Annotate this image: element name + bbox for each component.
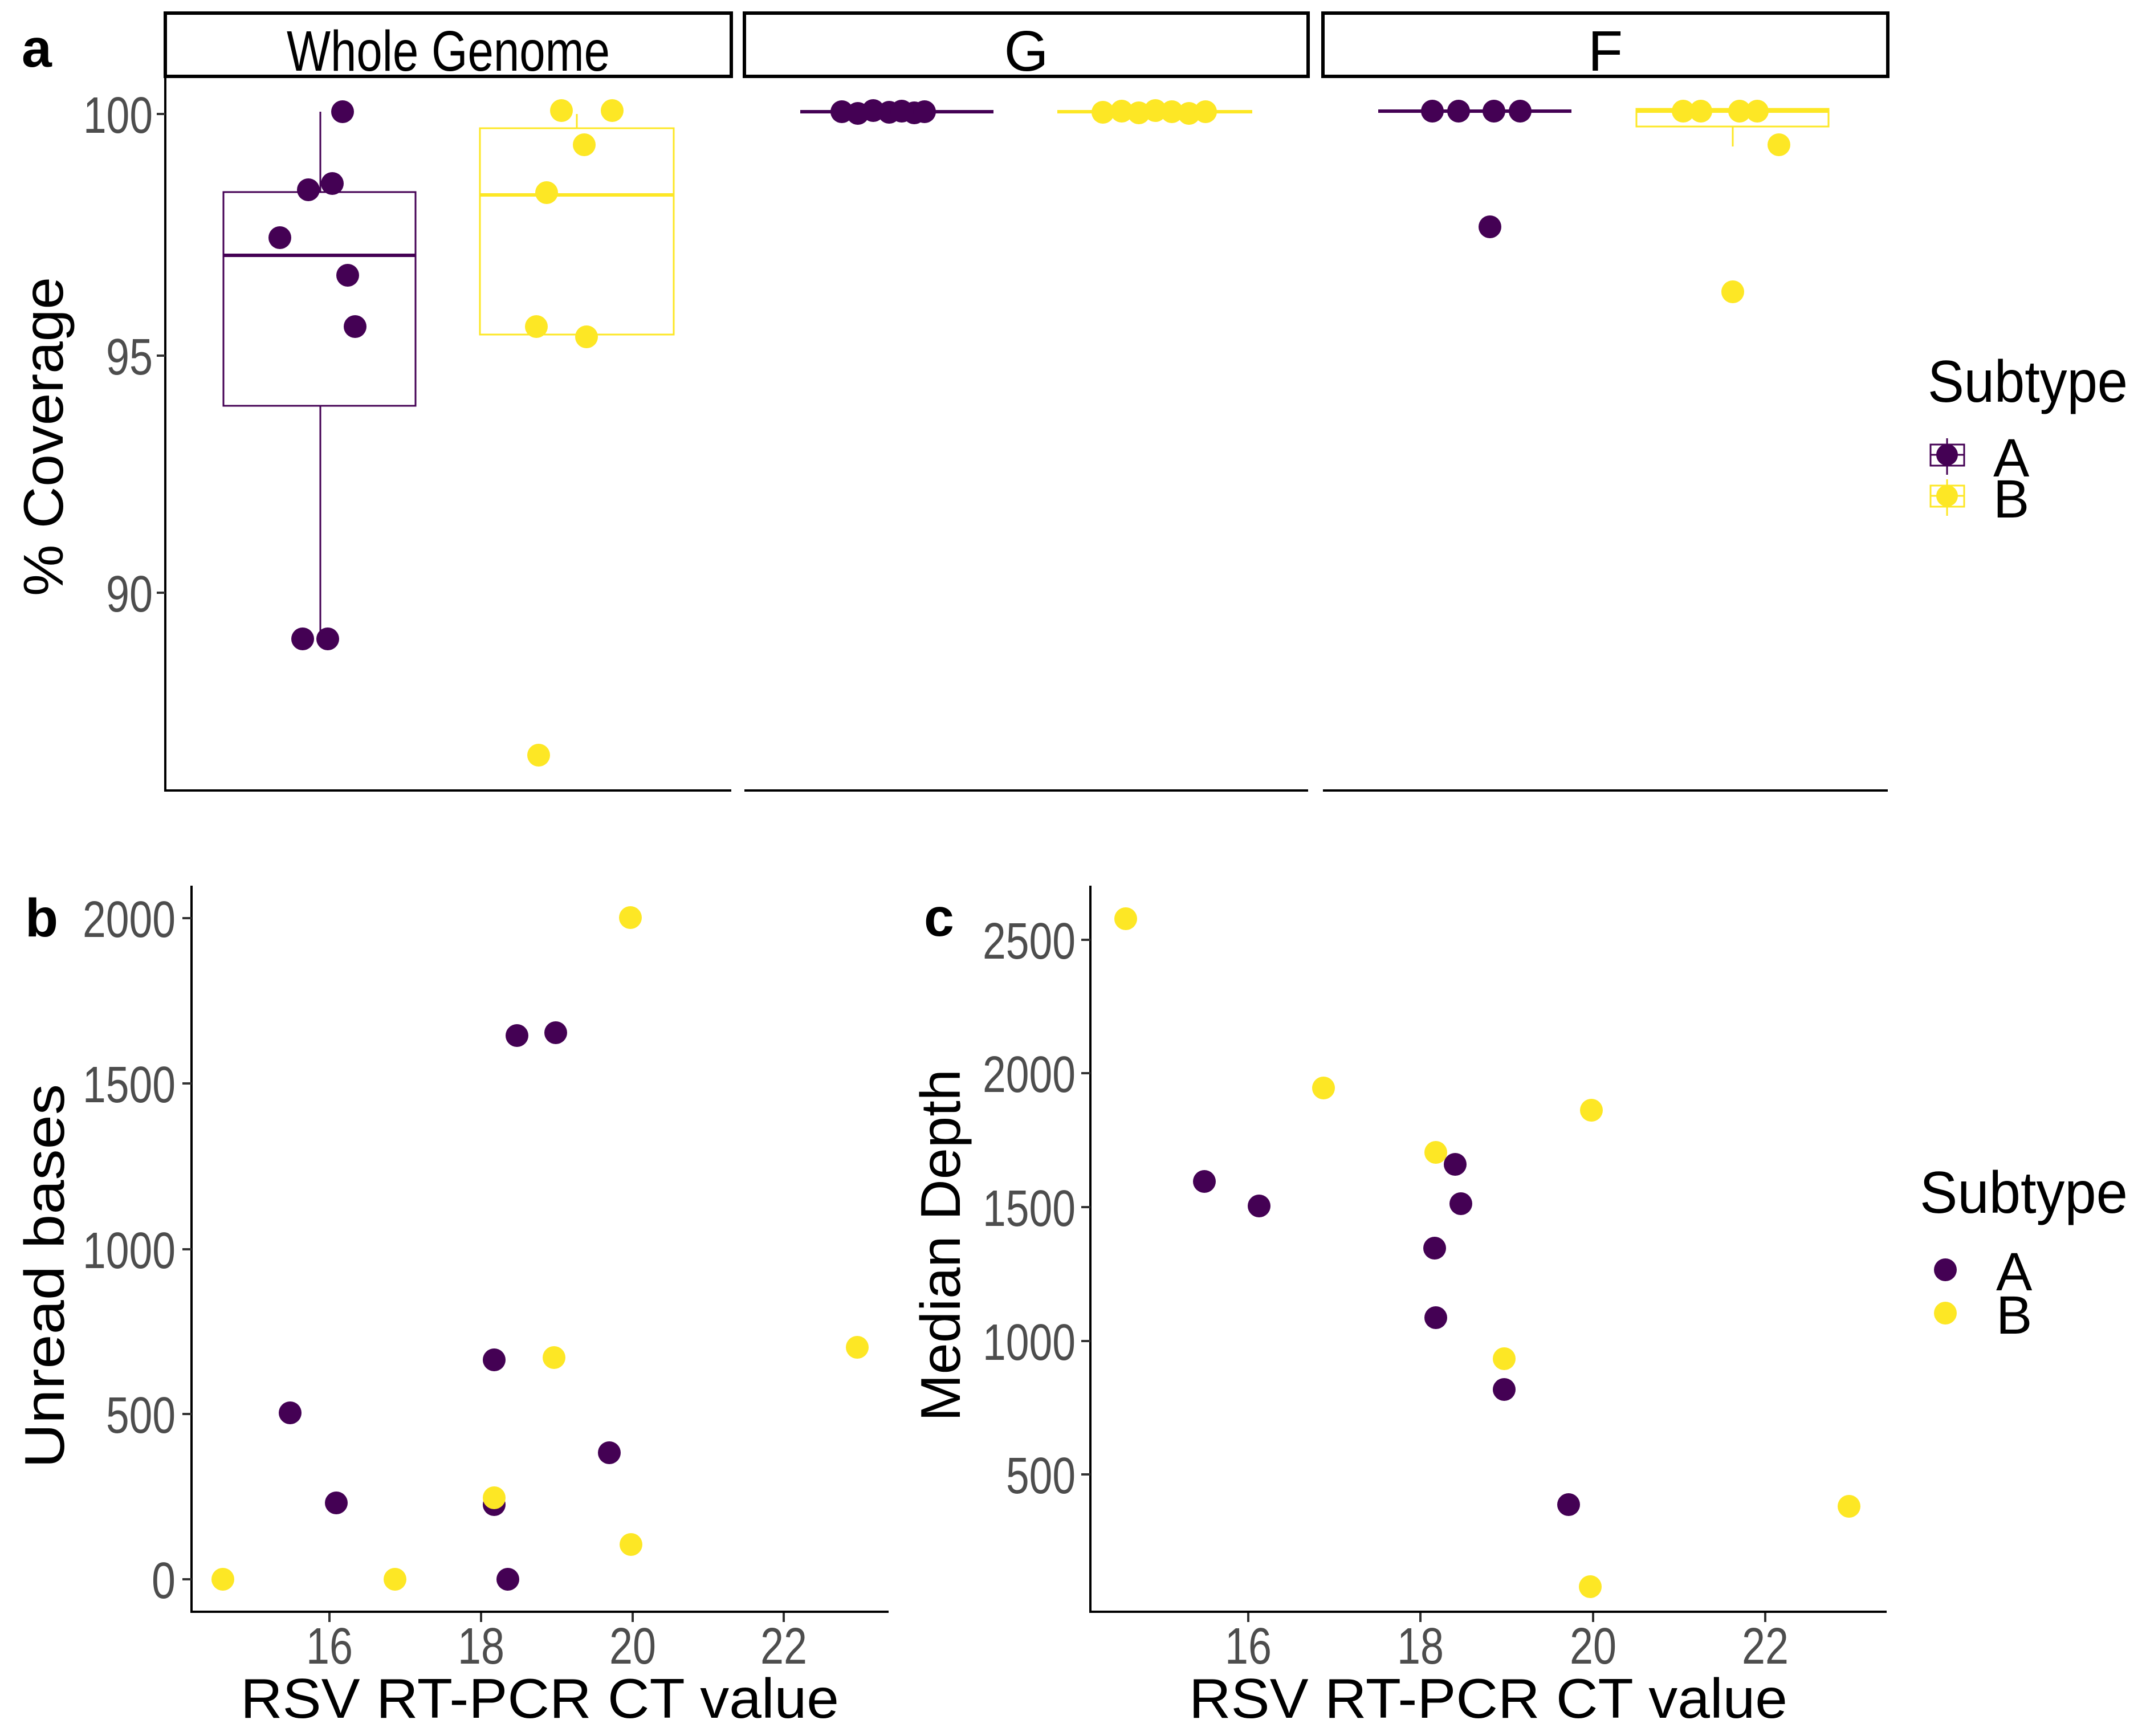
- svg-text:RSV RT-PCR CT value: RSV RT-PCR CT value: [241, 1667, 839, 1730]
- svg-text:A: A: [1996, 1242, 2033, 1302]
- svg-text:F: F: [1588, 19, 1623, 83]
- svg-text:0: 0: [152, 1552, 176, 1609]
- svg-text:a: a: [22, 18, 52, 79]
- svg-text:500: 500: [1006, 1448, 1076, 1505]
- svg-text:A: A: [1993, 428, 2030, 488]
- svg-text:B: B: [1993, 469, 2029, 529]
- svg-text:90: 90: [106, 566, 153, 623]
- svg-text:2000: 2000: [983, 1046, 1076, 1103]
- svg-text:RSV RT-PCR CT value: RSV RT-PCR CT value: [1189, 1667, 1787, 1730]
- svg-text:2000: 2000: [83, 891, 176, 948]
- svg-text:100: 100: [83, 87, 153, 144]
- svg-text:20: 20: [609, 1618, 656, 1675]
- svg-text:Unread bases: Unread bases: [13, 1084, 76, 1468]
- svg-text:22: 22: [760, 1618, 807, 1675]
- svg-text:16: 16: [1225, 1618, 1272, 1675]
- svg-text:c: c: [924, 887, 954, 948]
- svg-text:1500: 1500: [83, 1057, 176, 1114]
- svg-text:16: 16: [306, 1618, 353, 1675]
- svg-text:B: B: [1996, 1285, 2032, 1346]
- svg-text:Subtype: Subtype: [1920, 1160, 2128, 1226]
- svg-text:Whole Genome: Whole Genome: [287, 19, 610, 83]
- svg-text:18: 18: [1397, 1618, 1444, 1675]
- svg-text:Subtype: Subtype: [1928, 349, 2128, 415]
- svg-text:1500: 1500: [983, 1180, 1076, 1237]
- svg-text:20: 20: [1570, 1618, 1616, 1675]
- svg-text:18: 18: [458, 1618, 504, 1675]
- svg-text:1000: 1000: [983, 1314, 1076, 1371]
- svg-text:1000: 1000: [83, 1222, 176, 1279]
- svg-text:% Coverage: % Coverage: [12, 277, 75, 596]
- svg-text:22: 22: [1742, 1618, 1789, 1675]
- svg-text:2500: 2500: [983, 913, 1076, 970]
- svg-text:Median Depth: Median Depth: [909, 1069, 972, 1421]
- svg-text:500: 500: [106, 1387, 176, 1444]
- svg-text:95: 95: [106, 329, 153, 386]
- svg-text:G: G: [1004, 19, 1049, 83]
- svg-text:b: b: [25, 888, 58, 948]
